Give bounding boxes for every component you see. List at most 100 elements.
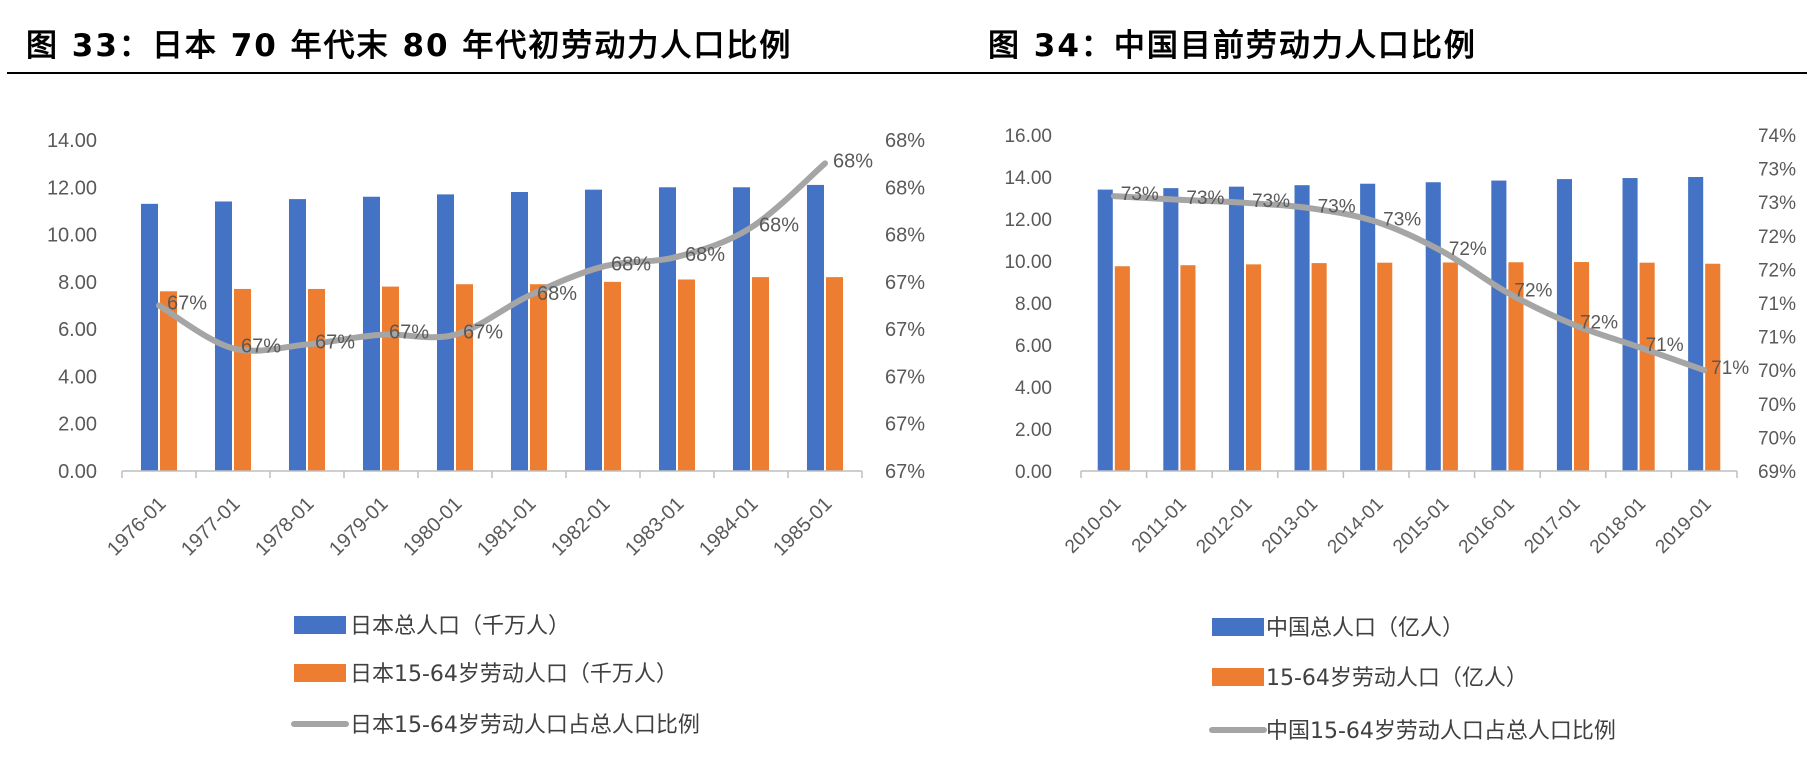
chart2-total-bar [1556,179,1572,471]
chart2-total-bar [1360,183,1376,471]
chart2-labor-bar [1574,262,1590,471]
chart2-y-left-tick: 0.00 [1015,462,1052,483]
chart2-labor-bar [1442,262,1458,471]
chart2-ratio-data-label: 73% [1318,196,1356,217]
chart2-ratio-data-label: 72% [1580,312,1618,333]
chart1-legend-swatch [294,664,346,682]
chart1-total-bar [806,184,824,471]
chart2-labor-bar [1246,264,1262,471]
chart1-y-left-tick: 8.00 [58,272,97,294]
chart2-x-category-label: 2017-01 [1520,494,1584,558]
chart1-x-category-label: 1978-01 [251,493,318,560]
chart2-legend-label: 中国15-64岁劳动人口占总人口比例 [1266,719,1616,744]
chart1-x-category-label: 1984-01 [695,493,762,560]
chart2-x-category-label: 2015-01 [1389,494,1453,558]
chart2-y-right-tick: 73% [1758,160,1796,181]
chart2-ratio-data-label: 71% [1646,335,1684,356]
chart2-x-category-label: 2019-01 [1652,494,1716,558]
chart1-y-right-tick: 68% [885,177,925,199]
chart2-total-bar [1425,182,1441,471]
chart1-y-right-tick: 67% [885,319,925,341]
chart1-labor-bar [160,291,178,471]
chart1-y-left-tick: 6.00 [58,319,97,341]
chart1-labor-bar [752,277,770,471]
chart2-x-category-label: 2011-01 [1128,494,1191,557]
chart2-x-category-label: 2013-01 [1258,494,1322,558]
chart1-labor-bar [604,281,622,471]
chart1-y-left-tick: 4.00 [58,366,97,388]
chart1-x-category-label: 1985-01 [769,493,836,560]
chart2-legend-label: 中国总人口（亿人） [1266,616,1464,641]
chart2-legend-swatch [1212,668,1264,686]
chart2-y-left-tick: 8.00 [1015,294,1052,315]
chart2-labor-bar [1377,262,1393,471]
chart2-y-right-tick: 70% [1758,361,1796,382]
chart1-y-right-tick: 68% [885,225,925,247]
chart2-x-category-label: 2010-01 [1061,494,1125,558]
chart1-ratio-data-label: 67% [389,322,429,344]
chart1-ratio-data-label: 68% [685,244,725,266]
chart2-total-bar [1228,186,1244,471]
chart1-labor-bar [530,284,548,471]
chart1-x-category-label: 1979-01 [325,493,392,560]
chart2-total-bar [1622,178,1638,472]
chart1-ratio-data-label: 68% [611,254,651,276]
chart1-ratio-data-label: 68% [833,150,873,172]
chart2-y-left-tick: 6.00 [1015,336,1052,357]
chart1-labor-bar [308,288,326,471]
chart2-y-left-tick: 14.00 [1004,168,1052,189]
title-rule [7,72,1807,74]
chart2-labor-bar [1311,263,1327,471]
chart1-x-category-label: 1981-01 [473,493,540,560]
chart1-labor-bar [456,284,474,471]
chart1-total-bar [584,189,602,471]
chart2-total-bar [1688,177,1704,471]
figure-33-title: 图 33：日本 70 年代末 80 年代初劳动力人口比例 [26,28,793,64]
chart2-x-category-label: 2012-01 [1192,494,1256,558]
chart1-y-right-tick: 67% [885,414,925,436]
chart1-x-category-label: 1980-01 [399,493,466,560]
chart1-y-left-tick: 14.00 [47,130,97,152]
chart2-labor-bar [1705,263,1721,471]
chart2-x-category-label: 2018-01 [1586,494,1650,558]
chart2-legend-swatch [1212,618,1264,636]
chart1-total-bar [288,199,306,471]
chart2-total-bar [1491,180,1507,471]
chart2-legend-label: 15-64岁劳动人口（亿人） [1266,666,1528,691]
chart1-y-right-tick: 67% [885,461,925,483]
chart1-total-bar [510,192,528,471]
chart2-y-right-tick: 74% [1758,126,1796,147]
figure-34-title: 图 34：中国目前劳动力人口比例 [988,28,1477,64]
chart2-y-right-tick: 71% [1758,328,1796,349]
chart1-y-left-tick: 12.00 [47,177,97,199]
chart2-y-right-tick: 69% [1758,462,1796,483]
chart2-x-category-label: 2016-01 [1455,494,1519,558]
chart1-ratio-data-label: 67% [241,335,281,357]
chart1-legend-label: 日本15-64岁劳动人口占总人口比例 [350,713,700,738]
chart2-ratio-line [1110,193,1708,374]
chart1-total-bar [140,203,158,472]
chart2-x-category-label: 2014-01 [1324,494,1388,558]
chart1-total-bar [658,187,676,472]
chart2-y-right-tick: 72% [1758,260,1796,281]
chart2-labor-bar [1639,262,1655,471]
chart1-labor-bar [382,286,400,471]
chart2-y-left-tick: 12.00 [1004,210,1052,231]
chart1-ratio-line [156,160,828,354]
chart2-ratio-data-label: 73% [1121,184,1159,205]
chart2-ratio-data-label: 73% [1383,210,1421,231]
chart2-total-bar [1163,188,1179,471]
chart1-y-right-tick: 67% [885,366,925,388]
chart2-ratio-data-label: 71% [1711,358,1749,379]
chart2-y-right-tick: 72% [1758,227,1796,248]
chart2-y-left-tick: 4.00 [1015,378,1052,399]
chart2-ratio-data-label: 72% [1514,281,1552,302]
chart1-x-category-label: 1977-01 [177,493,244,560]
chart1-ratio-data-label: 67% [167,293,207,315]
chart1-y-right-tick: 67% [885,272,925,294]
chart1-legend-label: 日本总人口（千万人） [350,614,570,639]
chart1-y-left-tick: 0.00 [58,461,97,483]
chart1-labor-bar [826,277,844,471]
chart1-labor-bar [678,279,696,471]
chart1-total-bar [436,194,454,471]
